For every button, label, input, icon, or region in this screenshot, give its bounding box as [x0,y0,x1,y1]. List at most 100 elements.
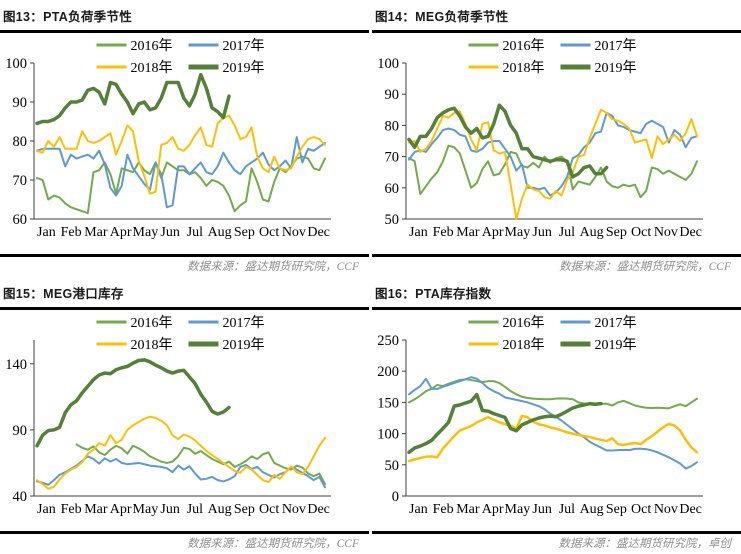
x-tick-label: Mar [84,225,108,240]
legend-label-2018年: 2018年 [503,337,545,353]
series-line-2017年 [36,455,326,489]
chart-canvas: 40 90 140 Jan Feb Mar Apr May Jun Jul Aug Sep Oct Nov… [5,315,331,517]
legend-label-2017年: 2017年 [595,315,637,331]
chart-fig14: 50 60 70 80 90 100 Jan Feb Mar Apr May Jun Jul Aug Sep… [372,33,741,254]
x-tick-label: Oct [259,225,279,240]
x-tick-label: Dec [307,502,330,517]
x-tick-label: Dec [679,502,702,517]
series-line-2019年 [35,72,231,126]
page-title: 图16：PTA库存指数 [375,287,492,301]
x-tick-label: Jun [160,502,179,517]
y-tick-label: 50 [385,458,400,474]
x-tick-label: Sep [606,502,627,517]
x-tick-label: Jul [559,502,575,517]
x-tick-label: Mar [456,502,480,517]
x-tick-label: Jan [409,225,428,240]
x-tick-label: Feb [61,225,82,240]
y-tick-label: 90 [13,423,28,439]
x-tick-label: Aug [208,502,232,517]
x-tick-label: Jan [37,502,56,517]
legend-label-2018年: 2018年 [131,60,173,76]
x-tick-label: Nov [282,225,306,240]
x-tick-label: Apr [110,225,132,240]
chart-divider [0,531,369,534]
x-tick-label: Feb [61,502,82,517]
y-tick-label: 60 [13,212,28,228]
legend-label-2017年: 2017年 [595,38,637,54]
series-line-2016年 [408,378,698,410]
series-line-2017年 [408,376,698,470]
chart-fig15: 40 90 140 Jan Feb Mar Apr May Jun Jul Aug Sep Oct Nov… [0,310,369,531]
chart-divider [0,254,369,257]
x-tick-label: Feb [433,502,454,517]
series-line-2019年 [407,103,609,179]
y-tick-label: 0 [392,489,399,505]
legend-label-2018年: 2018年 [503,60,545,76]
x-tick-label: May [133,502,159,517]
y-tick-label: 200 [377,364,399,380]
y-tick-label: 90 [13,95,28,111]
x-tick-label: Mar [84,502,108,517]
y-tick-label: 80 [385,118,400,134]
x-tick-label: Nov [654,225,678,240]
series-line-2018年 [407,414,699,463]
legend-label-2016年: 2016年 [503,38,545,54]
legend-label-2016年: 2016年 [131,315,173,331]
chart-canvas: 60 70 80 90 100 Jan Feb Mar Apr May Jun Jul Aug Sep Oc… [5,38,331,240]
y-tick-label: 80 [13,134,28,150]
x-tick-label: Feb [433,225,454,240]
legend-label-2019年: 2019年 [223,60,265,76]
x-tick-label: May [133,225,159,240]
title-divider [0,30,369,33]
x-tick-label: Jan [37,225,56,240]
y-tick-label: 50 [385,212,400,228]
chart-canvas: 0 50 100 150 200 250 Jan Feb Mar Apr May Jun Jul Aug S… [377,315,703,517]
x-tick-label: Aug [580,502,604,517]
x-tick-label: Apr [482,225,504,240]
series-line-2016年 [36,155,326,215]
x-tick-label: Mar [456,225,480,240]
x-tick-label: Oct [631,502,651,517]
page-title: 图15：MEG港口库存 [3,287,124,301]
chart-fig13: 60 70 80 90 100 Jan Feb Mar Apr May Jun Jul Aug Sep Oc… [0,33,369,254]
legend-label-2019年: 2019年 [595,60,637,76]
y-tick-label: 40 [13,489,28,505]
chart-divider [372,254,741,257]
panel-fig13: 图13：PTA负荷季节性 60 70 80 90 100 Jan Feb Mar Apr May J… [0,0,369,277]
legend-label-2017年: 2017年 [223,315,265,331]
x-tick-label: Nov [654,502,678,517]
panel-fig14: 图14：MEG负荷季节性 50 60 70 80 90 100 Jan Feb Mar Apr Ma… [372,0,741,277]
y-tick-label: 70 [385,150,400,166]
x-tick-label: Aug [208,225,232,240]
x-tick-label: Dec [679,225,702,240]
legend-label-2017年: 2017年 [223,38,265,54]
legend-label-2018年: 2018年 [131,337,173,353]
title-divider [372,307,741,310]
x-tick-label: Sep [234,502,255,517]
x-tick-label: May [505,502,531,517]
chart-divider [372,531,741,534]
panel-fig16: 图16：PTA库存指数 0 50 100 150 200 250 Jan Feb Mar Apr M… [372,277,741,554]
y-tick-label: 250 [377,333,399,349]
legend-label-2019年: 2019年 [223,337,265,353]
x-tick-label: Aug [580,225,604,240]
x-tick-label: Jul [187,225,203,240]
series-line-2016年 [75,443,326,486]
source-caption: 数据来源：盛达期货研究院，卓创 [558,538,732,550]
x-tick-label: Apr [482,502,504,517]
x-tick-label: Jun [532,225,551,240]
x-tick-label: Sep [234,225,255,240]
source-caption: 数据来源：盛达期货研究院，CCF [187,261,359,273]
x-tick-label: Jun [532,502,551,517]
chart-fig16: 0 50 100 150 200 250 Jan Feb Mar Apr May Jun Jul Aug S… [372,310,741,531]
x-tick-label: Jan [409,502,428,517]
legend-label-2019年: 2019年 [595,337,637,353]
series-line-2019年 [407,392,603,455]
x-tick-label: May [505,225,531,240]
page-title: 图14：MEG负荷季节性 [375,10,509,24]
y-tick-label: 90 [385,87,400,103]
title-divider [0,307,369,310]
y-tick-label: 100 [377,56,399,72]
x-tick-label: Jun [160,225,179,240]
